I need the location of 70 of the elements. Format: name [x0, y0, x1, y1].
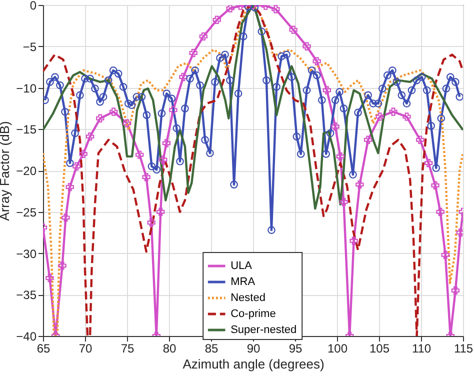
x-tick-label: 75 — [120, 342, 134, 356]
point — [431, 181, 440, 190]
point — [226, 5, 234, 12]
point — [86, 132, 94, 141]
legend-label: Nested — [230, 292, 266, 304]
x-tick-label: 85 — [204, 342, 218, 356]
y-tick-label: −15 — [16, 122, 37, 137]
point — [289, 26, 298, 34]
point — [156, 208, 165, 216]
point — [109, 108, 118, 116]
point — [79, 150, 88, 158]
y-tick-label: −25 — [16, 205, 37, 220]
point — [356, 180, 364, 189]
x-tick-label: 115 — [454, 342, 474, 356]
y-tick-label: −5 — [22, 40, 37, 54]
point — [62, 214, 70, 222]
point — [322, 86, 332, 94]
x-tick-label: 90 — [246, 342, 260, 356]
legend-label: ULA — [230, 260, 253, 272]
x-tick-label: 110 — [412, 342, 432, 356]
point — [136, 150, 144, 159]
y-tick-label: −35 — [16, 288, 37, 302]
y-axis-title: Array Factor (dB) — [0, 121, 12, 221]
y-tick-label: −30 — [16, 246, 37, 261]
legend-label: Co-prime — [230, 308, 276, 320]
legend-label: MRA — [230, 276, 256, 288]
y-tick-label: −20 — [16, 164, 37, 178]
x-tick-label: 105 — [369, 342, 390, 356]
point — [416, 136, 424, 144]
point — [441, 250, 450, 259]
point — [364, 136, 372, 144]
x-tick-label: 95 — [288, 342, 302, 356]
point — [340, 198, 348, 206]
point — [199, 32, 208, 41]
point — [142, 173, 150, 182]
x-tick-label: 70 — [78, 342, 92, 356]
point — [376, 112, 384, 121]
point — [389, 108, 398, 116]
x-tick-label: 80 — [162, 342, 176, 356]
point — [72, 162, 81, 170]
point — [436, 208, 444, 216]
point — [336, 152, 344, 161]
point — [456, 228, 463, 237]
point — [212, 16, 221, 24]
point — [96, 114, 104, 122]
point — [122, 119, 132, 128]
point — [58, 262, 66, 270]
point — [189, 48, 198, 58]
point — [159, 156, 168, 164]
point — [169, 106, 178, 114]
legend-label: Super-nested — [230, 324, 297, 336]
point — [424, 158, 433, 168]
point — [402, 112, 411, 121]
x-tick-label: 100 — [327, 342, 348, 356]
y-tick-label: −10 — [16, 81, 37, 96]
x-tick-label: 65 — [36, 342, 50, 356]
point — [302, 42, 311, 50]
point — [147, 218, 156, 227]
point — [331, 122, 340, 131]
x-axis-title: Azimuth angle (degrees) — [182, 356, 324, 372]
point — [66, 182, 74, 192]
point — [179, 72, 188, 82]
point — [451, 286, 460, 295]
point — [350, 236, 358, 245]
point — [46, 274, 54, 282]
y-tick-label: −40 — [16, 330, 37, 344]
point — [272, 5, 280, 14]
point — [162, 139, 171, 148]
point — [312, 57, 321, 66]
y-tick-label: 0 — [30, 0, 37, 12]
